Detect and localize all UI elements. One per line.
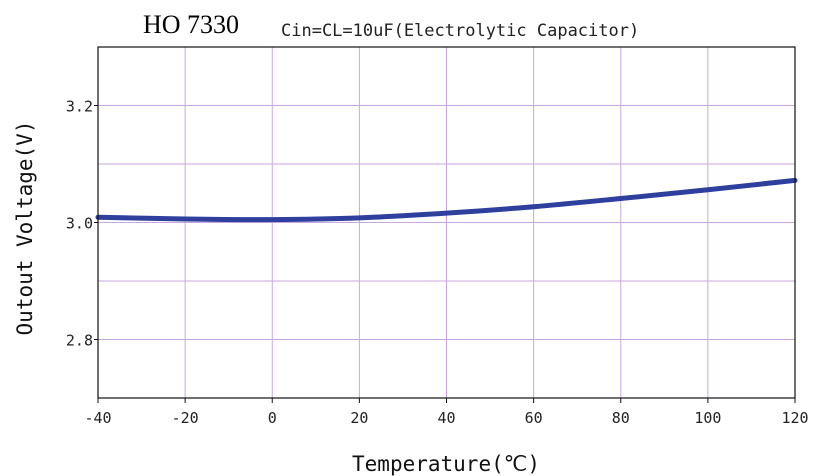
x-axis-label: Temperature(℃)	[352, 452, 540, 476]
chart-title: HO 7330	[143, 10, 239, 39]
x-tick-label: 0	[268, 409, 277, 427]
y-tick-labels: 2.8 3.0 3.2	[66, 98, 98, 350]
x-tick-label: 120	[781, 409, 808, 427]
y-tick-label: 3.0	[66, 215, 93, 233]
x-tick-label: 20	[350, 409, 368, 427]
x-tick-labels: -40 -20 0 20 40 60 80 100 120	[84, 398, 809, 427]
x-tick-label: 60	[525, 409, 543, 427]
x-tick-label: 80	[612, 409, 630, 427]
x-tick-label: -40	[84, 409, 111, 427]
y-tick-label: 2.8	[66, 332, 93, 350]
y-tick-label: 3.2	[66, 98, 93, 116]
x-tick-label: 40	[437, 409, 455, 427]
grid-lines	[98, 47, 795, 398]
chart-subtitle: Cin=CL=10uF(Electrolytic Capacitor)	[281, 21, 639, 41]
x-tick-label: 100	[694, 409, 721, 427]
x-tick-label: -20	[172, 409, 199, 427]
y-axis-label: Outout Voltage(V)	[13, 121, 37, 336]
